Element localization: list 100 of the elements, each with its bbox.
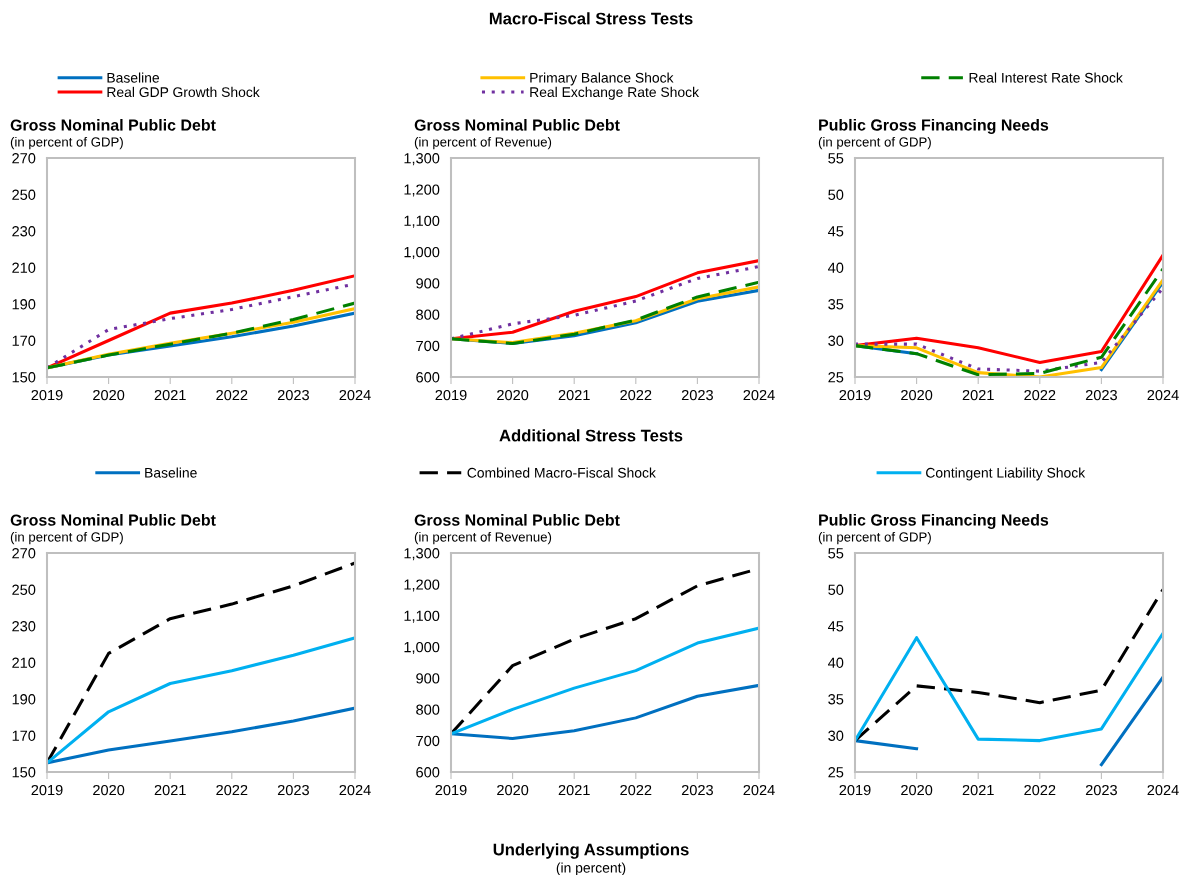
legend-label: Real Exchange Rate Shock [530,86,700,100]
chart-title: Gross Nominal Public Debt [10,514,216,526]
y-tick-label: 230 [12,226,36,237]
x-tick-label: 2022 [620,389,652,401]
y-tick-label: 600 [416,767,440,778]
x-tick-label: 2019 [31,389,63,401]
y-tick-label: 170 [12,335,36,346]
y-tick-label: 1,200 [404,579,440,592]
x-tick-label: 2019 [839,784,871,796]
chart-title: Gross Nominal Public Debt [414,514,620,526]
y-tick-label: 30 [828,335,844,346]
text: Underlying Assumptions [493,843,689,859]
y-tick-label: 40 [828,262,844,273]
y-tick-label: 1,000 [404,641,440,655]
x-tick-label: 2020 [901,784,933,796]
x-tick-label: 2020 [497,389,529,401]
y-tick-label: 1,300 [404,548,440,561]
x-tick-label: 2022 [216,389,248,401]
legend-label: Real GDP Growth Shock [107,86,260,98]
y-tick-label: 1,300 [404,153,440,166]
x-tick-label: 2022 [1024,389,1056,401]
y-tick-label: 55 [828,548,844,559]
y-tick-label: 800 [416,309,440,320]
x-tick-label: 2020 [497,784,529,796]
x-tick-label: 2023 [681,784,713,796]
x-tick-label: 2021 [962,389,994,401]
chart-title: Public Gross Financing Needs [819,118,1049,134]
x-tick-label: 2020 [93,389,125,401]
y-tick-label: 55 [828,153,844,164]
y-tick-label: 190 [12,299,36,310]
chart-subtitle: (in percent of GDP) [818,531,931,545]
y-tick-label: 35 [828,299,844,310]
x-tick-label: 2024 [339,389,371,401]
text: Additional Stress Tests [499,429,683,442]
y-tick-label: 1,100 [404,215,440,228]
y-tick-label: 50 [828,189,844,200]
x-tick-label: 2021 [558,784,590,796]
legend-label: Real Interest Rate Shock [969,72,1123,83]
y-tick-label: 35 [828,694,844,705]
y-tick-label: 210 [12,262,36,273]
x-tick-label: 2022 [1024,784,1056,796]
legend-label: Baseline [145,467,197,478]
legend-label: Primary Balance Shock [530,72,674,86]
x-tick-label: 2021 [962,784,994,796]
y-tick-label: 1,000 [404,246,440,260]
y-tick-label: 25 [828,372,844,383]
chart-subtitle: (in percent of GDP) [818,136,931,150]
chart-subtitle: (in percent of Revenue) [414,531,552,545]
text: (in percent) [556,862,626,875]
y-tick-label: 600 [416,372,440,383]
x-tick-label: 2022 [216,784,248,796]
y-tick-label: 170 [12,730,36,741]
x-tick-label: 2022 [620,784,652,796]
chart-title: Public Gross Financing Needs [819,513,1049,529]
y-tick-label: 190 [12,694,36,705]
x-tick-label: 2024 [743,389,775,401]
x-tick-label: 2024 [1147,784,1179,796]
x-tick-label: 2020 [93,784,125,796]
chart-title: Gross Nominal Public Debt [414,119,620,131]
y-tick-label: 30 [828,730,844,741]
y-tick-label: 150 [12,767,36,778]
x-tick-label: 2020 [901,389,933,401]
y-tick-label: 270 [12,153,36,164]
y-tick-label: 250 [12,189,36,200]
x-tick-label: 2021 [154,389,186,401]
y-tick-label: 45 [828,226,844,237]
y-tick-label: 250 [12,584,36,595]
y-tick-label: 40 [828,657,844,668]
y-tick-label: 210 [12,657,36,668]
x-tick-label: 2019 [31,784,63,796]
y-tick-label: 25 [828,767,844,778]
x-tick-label: 2023 [1085,389,1117,401]
chart-subtitle: (in percent of GDP) [10,531,123,545]
y-tick-label: 900 [416,673,440,684]
y-tick-label: 1,200 [404,184,440,197]
legend-label: Baseline [107,72,160,83]
x-tick-label: 2019 [839,389,871,401]
x-tick-label: 2023 [681,389,713,401]
x-tick-label: 2023 [277,389,309,401]
x-tick-label: 2024 [339,784,371,796]
x-tick-label: 2021 [558,389,590,401]
x-tick-label: 2019 [435,784,467,796]
x-tick-label: 2023 [277,784,309,796]
y-tick-label: 45 [828,621,844,632]
x-tick-label: 2019 [435,389,467,401]
chart-title: Gross Nominal Public Debt [10,119,216,131]
y-tick-label: 50 [828,584,844,595]
y-tick-label: 150 [12,372,36,383]
y-tick-label: 900 [416,278,440,289]
x-tick-label: 2021 [154,784,186,796]
x-tick-label: 2024 [743,784,775,796]
x-tick-label: 2024 [1147,389,1179,401]
y-tick-label: 700 [416,735,440,747]
legend-label: Combined Macro-Fiscal Shock [467,467,656,478]
legend-label: Contingent Liability Shock [926,467,1086,481]
chart-subtitle: (in percent of GDP) [10,136,123,150]
y-tick-label: 1,100 [404,610,440,623]
chart-subtitle: (in percent of Revenue) [414,136,552,150]
x-tick-label: 2023 [1085,784,1117,796]
y-tick-label: 270 [12,548,36,559]
